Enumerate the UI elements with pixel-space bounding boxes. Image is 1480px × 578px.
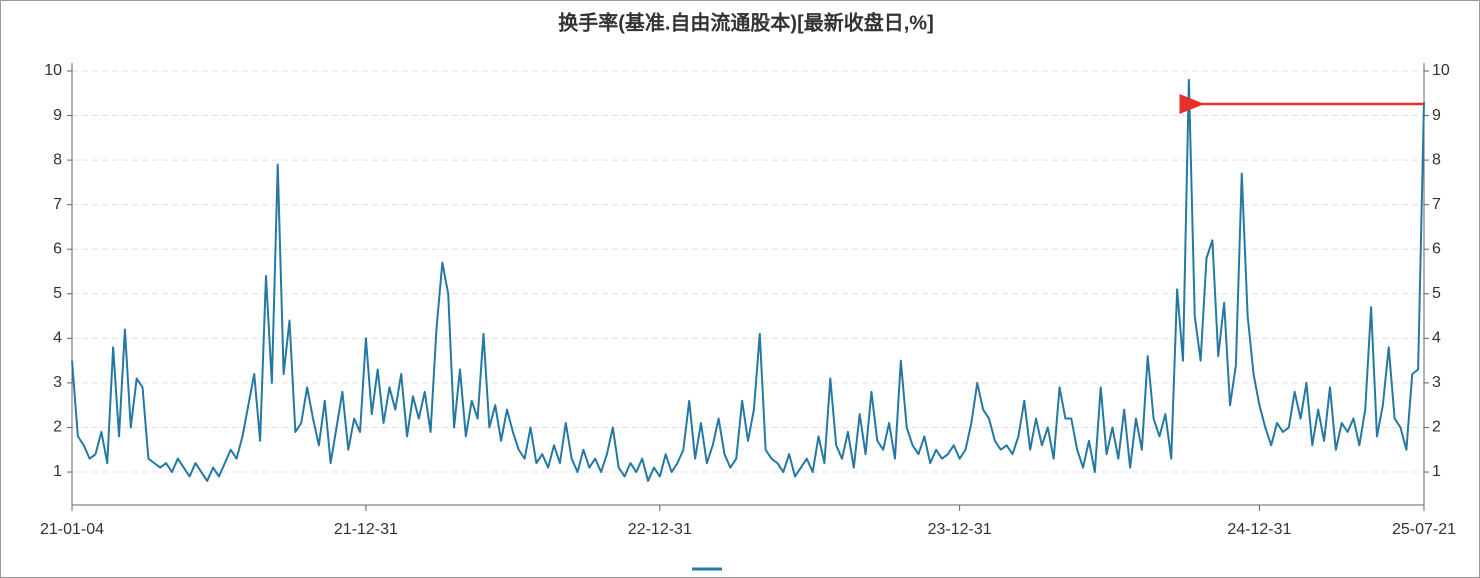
y-tick-label: 2 <box>53 419 62 436</box>
x-tick-label: 23-12-31 <box>928 521 992 538</box>
y-tick-label: 7 <box>53 196 62 213</box>
y-tick-label: 5 <box>53 285 62 302</box>
y2-tick-label: 10 <box>1432 62 1450 79</box>
x-tick-label: 21-12-31 <box>334 521 398 538</box>
y2-tick-label: 7 <box>1432 196 1441 213</box>
y2-tick-label: 6 <box>1432 240 1441 257</box>
y2-tick-label: 9 <box>1432 107 1441 124</box>
y-tick-label: 10 <box>44 62 62 79</box>
y-tick-label: 4 <box>53 330 62 347</box>
y-tick-label: 1 <box>53 463 62 480</box>
chart-title: 换手率(基准.自由流通股本)[最新收盘日,%] <box>558 10 934 34</box>
y2-tick-label: 2 <box>1432 419 1441 436</box>
y2-tick-label: 5 <box>1432 285 1441 302</box>
x-tick-label: 22-12-31 <box>628 521 692 538</box>
x-tick-label: 25-07-21 <box>1392 521 1456 538</box>
y2-tick-label: 1 <box>1432 463 1441 480</box>
y-tick-label: 6 <box>53 240 62 257</box>
x-tick-label: 24-12-31 <box>1227 521 1291 538</box>
y-tick-label: 3 <box>53 374 62 391</box>
y2-tick-label: 3 <box>1432 374 1441 391</box>
y2-tick-label: 4 <box>1432 330 1441 347</box>
y-tick-label: 9 <box>53 107 62 124</box>
y2-tick-label: 8 <box>1432 151 1441 168</box>
y-tick-label: 8 <box>53 151 62 168</box>
x-tick-label: 21-01-04 <box>40 521 104 538</box>
data-line <box>71 78 1425 482</box>
